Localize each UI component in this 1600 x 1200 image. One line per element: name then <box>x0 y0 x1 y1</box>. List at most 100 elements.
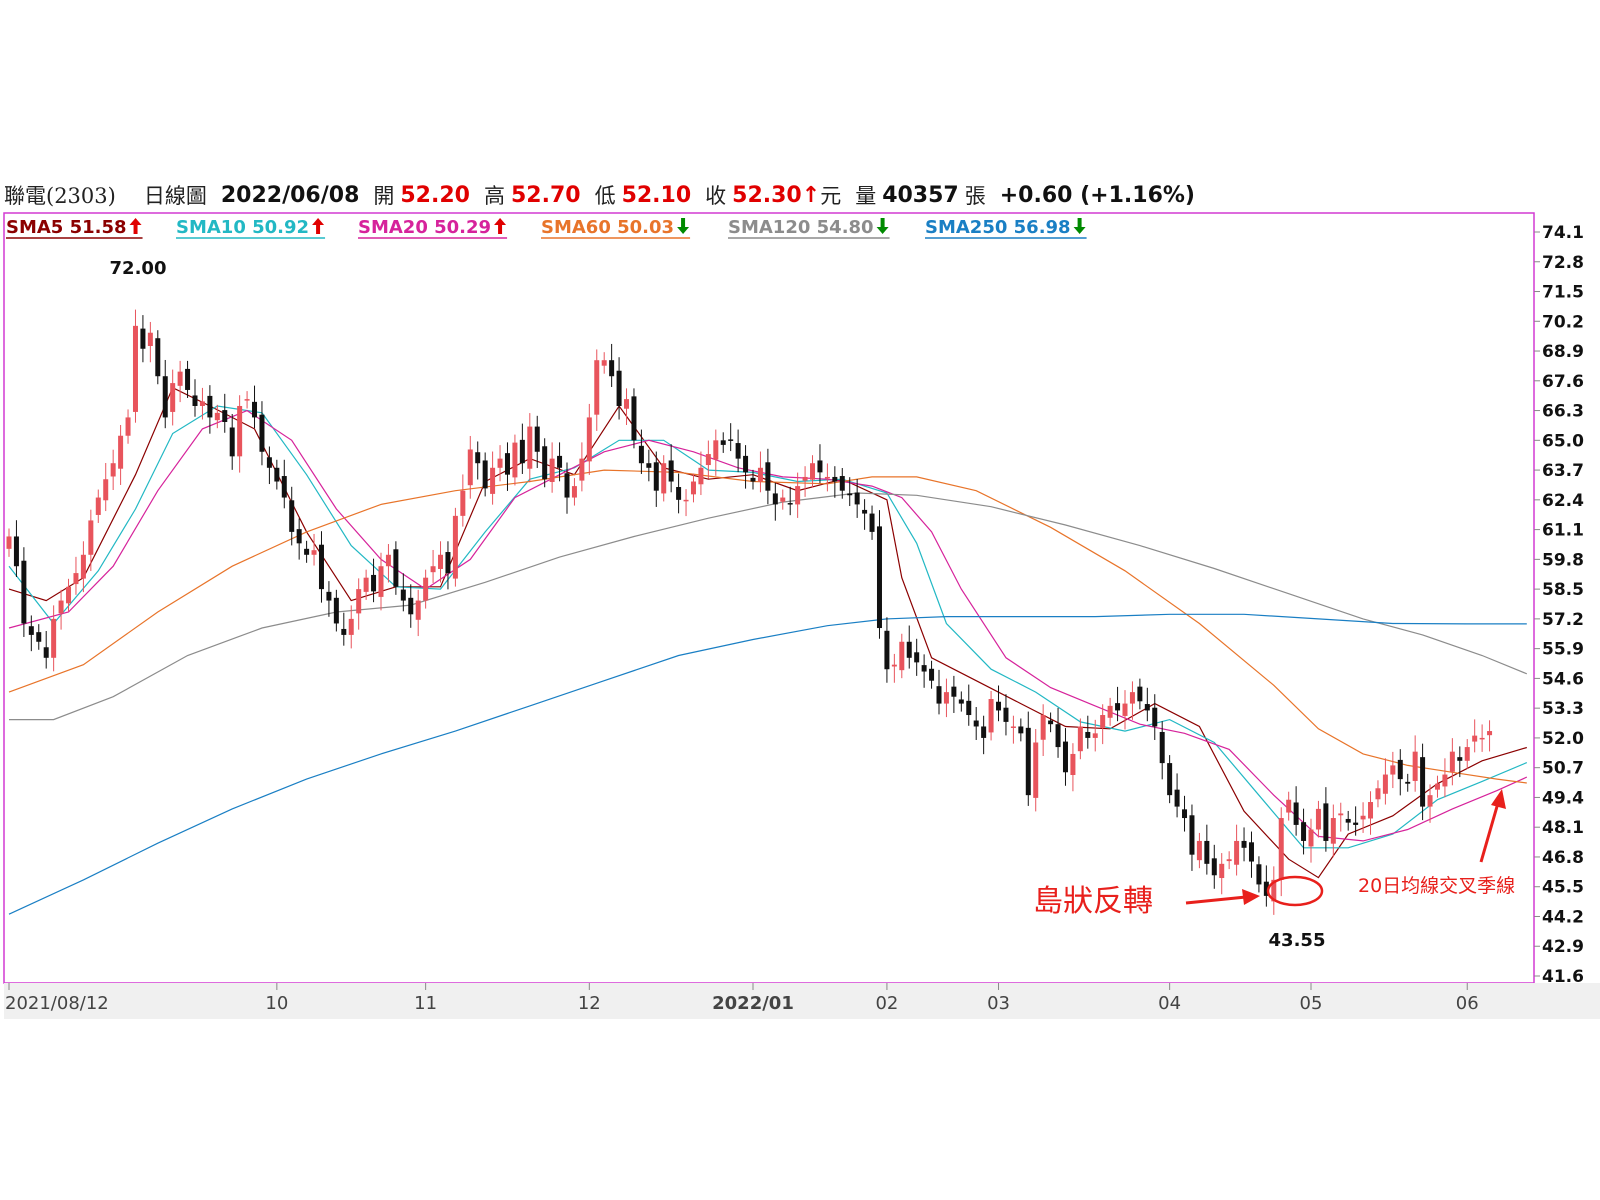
candle <box>542 438 548 488</box>
candle <box>1293 786 1299 836</box>
candle-body <box>1219 863 1225 879</box>
candle-body <box>988 699 994 733</box>
candle <box>690 473 696 503</box>
sma-line-sma60 <box>8 469 1527 784</box>
candle <box>720 432 726 453</box>
arrow-down-icon <box>677 218 690 234</box>
candle-body <box>1457 757 1463 761</box>
y-tick-label: 54.6 <box>1542 669 1584 689</box>
candle-body <box>1434 783 1440 790</box>
candle-body <box>929 668 935 681</box>
candle <box>66 578 72 612</box>
candle <box>132 309 138 423</box>
candle <box>147 321 153 363</box>
candle-body <box>787 503 793 505</box>
candle-body <box>1129 692 1135 704</box>
candle <box>36 624 42 650</box>
candles <box>6 309 1493 915</box>
candle <box>51 605 57 672</box>
x-tick-label: 05 <box>1300 993 1323 1014</box>
candle <box>490 451 496 505</box>
candle <box>1353 806 1359 836</box>
candle-body <box>780 497 786 502</box>
change-value: +0.60 (+1.16%) <box>999 182 1195 208</box>
candle <box>921 654 927 688</box>
candle-body <box>28 626 34 635</box>
candle <box>341 612 347 646</box>
candle-body <box>1338 813 1344 816</box>
candle-body <box>542 446 548 480</box>
candle-body <box>631 396 637 441</box>
ma-cross-label: 20日均線交叉季線 <box>1358 875 1515 897</box>
candle <box>1055 707 1061 758</box>
candle <box>1241 827 1247 862</box>
candle-body <box>430 566 436 573</box>
y-tick-label: 55.9 <box>1542 640 1584 660</box>
candle <box>1025 711 1031 806</box>
candle-body <box>1315 808 1321 830</box>
candle-body <box>601 360 607 366</box>
candle-body <box>132 325 138 412</box>
candle-body <box>1077 726 1083 752</box>
candle <box>1390 751 1396 789</box>
candle-body <box>1204 840 1210 864</box>
candle <box>847 477 853 507</box>
candle-body <box>36 632 42 642</box>
candle-body <box>519 439 525 464</box>
candle-body <box>393 549 399 587</box>
candle-body <box>772 493 778 505</box>
candle-body <box>348 618 354 635</box>
candle <box>80 541 86 593</box>
candle-body <box>802 476 808 481</box>
candle-body <box>646 463 652 468</box>
candle-body <box>795 486 801 505</box>
candle <box>772 482 778 521</box>
candle-body <box>289 500 295 532</box>
candle <box>1479 724 1485 752</box>
open-label: 開 <box>373 184 395 208</box>
arrow-up-icon <box>494 218 507 234</box>
legend-sma20: SMA20 50.29 <box>358 217 491 238</box>
candle-body <box>668 460 674 482</box>
candle-body <box>475 452 481 464</box>
candle-body <box>460 490 466 516</box>
y-tick-label: 58.5 <box>1542 580 1584 600</box>
candle-body <box>832 476 838 482</box>
candle-body <box>95 497 101 515</box>
candle-body <box>1256 864 1262 885</box>
candle-body <box>1144 704 1150 711</box>
candle <box>423 569 429 609</box>
candle <box>1472 719 1478 753</box>
candle <box>1129 681 1135 720</box>
candle <box>1382 758 1388 805</box>
y-tick-label: 72.8 <box>1542 253 1584 273</box>
candle-body <box>728 439 734 441</box>
candle <box>1315 800 1321 838</box>
candle-body <box>1375 788 1381 800</box>
sma-line-sma120 <box>9 492 1528 721</box>
candle-body <box>1122 703 1128 716</box>
candle <box>1048 712 1054 733</box>
candle-body <box>214 412 220 421</box>
candle <box>58 589 64 630</box>
candle <box>1107 697 1113 726</box>
candle <box>1375 780 1381 808</box>
candle-body <box>1286 799 1292 813</box>
candle <box>199 387 205 420</box>
y-tick-label: 74.1 <box>1542 223 1584 243</box>
candle-body <box>1345 818 1351 823</box>
candle-body <box>1211 858 1217 876</box>
candle-body <box>467 449 473 486</box>
candle <box>482 452 488 497</box>
candle <box>683 489 689 517</box>
candle-body <box>869 513 875 532</box>
candle-body <box>1070 753 1076 776</box>
candle-body <box>170 383 176 412</box>
y-tick-label: 46.8 <box>1542 848 1584 868</box>
candle <box>162 359 168 429</box>
candle <box>951 675 957 713</box>
candle-body <box>951 686 957 697</box>
candle-body <box>1472 735 1478 742</box>
candle <box>1070 743 1076 792</box>
candle-body <box>1025 727 1031 796</box>
